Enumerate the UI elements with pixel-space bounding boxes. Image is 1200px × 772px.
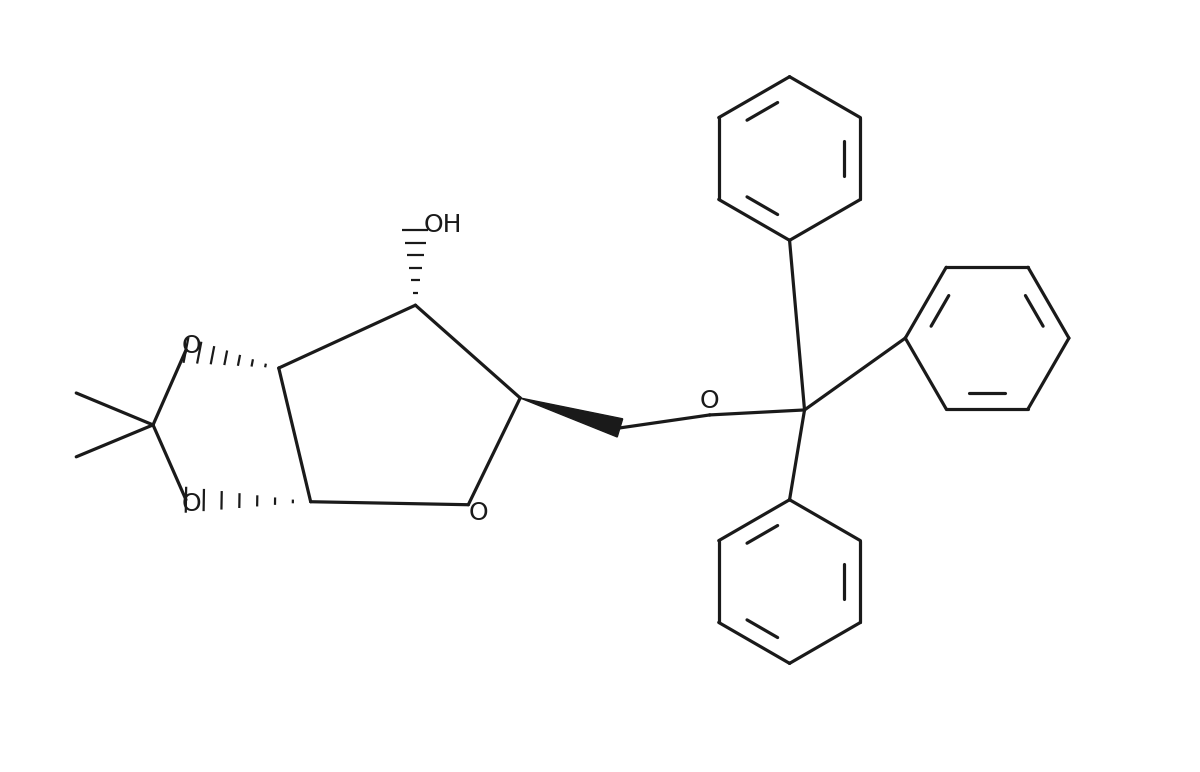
Text: OH: OH: [424, 213, 462, 237]
Text: O: O: [181, 334, 200, 358]
Text: O: O: [468, 501, 488, 525]
Text: O: O: [181, 492, 200, 516]
Text: O: O: [700, 389, 720, 413]
Polygon shape: [520, 398, 623, 437]
